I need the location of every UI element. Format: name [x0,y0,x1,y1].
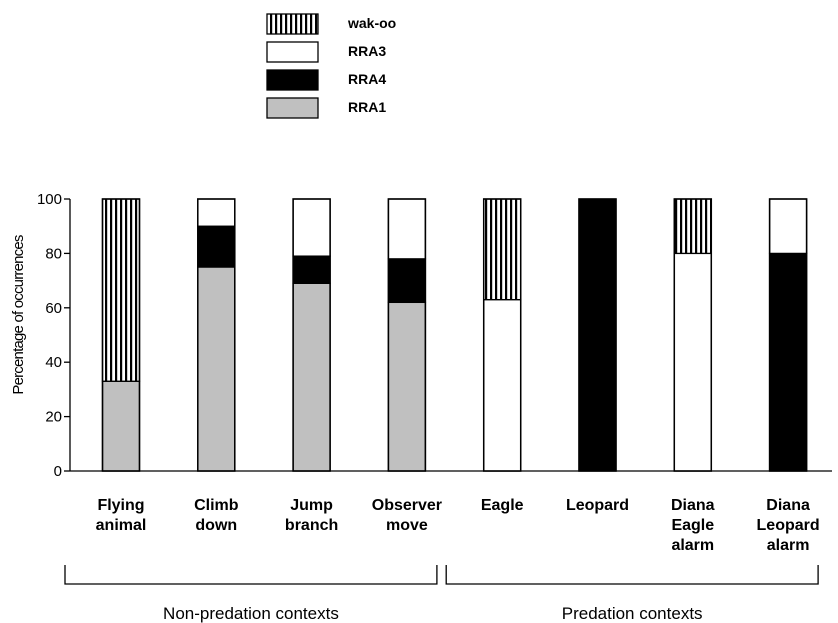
bar-diana-leopard-alarm-RRA3 [768,198,808,255]
bar-outline-flying-animal [101,198,141,472]
bar-diana-eagle-alarm-RRA3 [673,252,712,472]
bar-observer-move-RRA3 [387,198,427,260]
bar-climb-down-RRA4 [197,225,236,268]
y-tick-label-80: 80 [45,245,62,262]
legend-label-RRA4: RRA4 [348,71,386,87]
category-label-observer-move: Observer move [372,497,442,534]
bars [101,198,808,472]
bar-outline-climb-down [197,198,236,472]
legend-swatch-RRA3 [266,41,319,63]
bar-outline-diana-leopard-alarm [768,198,808,472]
group-label-predation-contexts: Predation contexts [562,604,703,623]
group-bracket-non-predation-contexts [64,565,438,585]
group-bracket-predation-contexts [445,565,819,585]
category-label-jump-branch: Jump branch [285,497,338,534]
category-label-diana-eagle-alarm: Diana Eagle alarm [671,497,715,554]
bar-jump-branch-RRA4 [292,255,331,284]
category-label-leopard: Leopard [566,497,629,514]
category-label-flying-animal: Flying animal [96,497,147,534]
bar-jump-branch-RRA3 [292,198,331,257]
bar-diana-leopard-alarm-RRA4 [768,252,808,472]
bar-jump-branch-RRA1 [292,282,331,472]
legend-swatch-RRA4 [266,69,319,91]
bar-observer-move-RRA4 [387,258,427,304]
legend-label-wak-oo: wak-oo [347,15,396,31]
bar-diana-eagle-alarm-wak-oo [673,198,712,255]
bar-eagle-wak-oo [483,198,522,301]
category-label-diana-leopard-alarm: Diana Leopard alarm [757,497,820,554]
axes: 0 20 40 60 80 100 Percentage of occurrences [10,191,832,480]
bar-climb-down-RRA1 [197,266,236,472]
group-brackets: Non-predation contexts Predation contexts [64,565,819,623]
bar-flying-animal-wak-oo [101,198,141,382]
y-tick-label-40: 40 [45,354,62,371]
bar-outline-eagle [482,198,522,472]
y-tick-label-60: 60 [45,300,62,317]
y-tick-label-0: 0 [54,463,62,480]
legend-swatch-wak-oo [266,13,319,35]
bar-eagle-RRA3 [483,298,522,472]
legend-label-RRA3: RRA3 [348,43,386,59]
bar-observer-move-RRA1 [387,301,427,472]
legend-swatch-RRA1 [266,97,319,119]
legend: wak-oo RRA3 RRA4 RRA1 [266,13,396,119]
group-label-non-predation-contexts: Non-predation contexts [163,604,339,623]
bar-climb-down-RRA3 [197,198,236,227]
bar-outline-observer-move [387,198,427,472]
bar-outline-jump-branch [292,198,331,472]
bar-flying-animal-RRA1 [101,380,141,472]
category-label-eagle: Eagle [481,497,524,514]
bar-outline-leopard [578,198,617,472]
legend-label-RRA1: RRA1 [348,99,386,115]
y-axis-label: Percentage of occurrences [10,235,27,395]
bar-leopard-RRA4 [578,198,617,472]
category-label-climb-down: Climb down [194,497,239,534]
y-tick-label-100: 100 [37,191,62,208]
x-axis-labels: Flying animal Climb down Jump branch Observer m… [96,497,820,554]
y-tick-label-20: 20 [45,409,62,426]
bar-outline-diana-eagle-alarm [673,198,713,472]
